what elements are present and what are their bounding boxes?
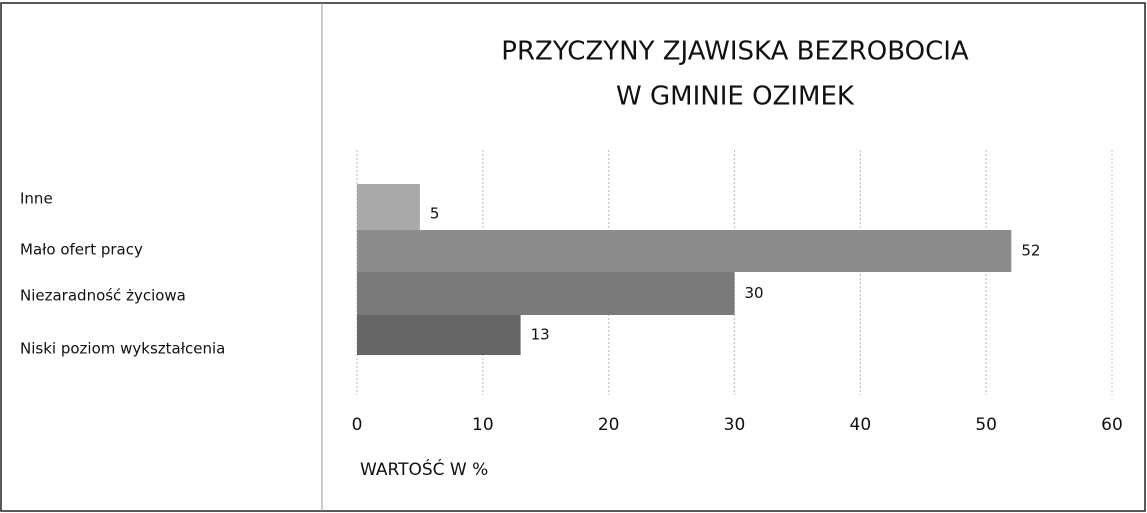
x-tick-label: 10	[472, 415, 494, 435]
x-tick-label: 20	[598, 415, 620, 435]
y-tick-label: Mało ofert pracy	[20, 241, 143, 259]
data-label: 5	[430, 205, 440, 223]
x-axis-label: WARTOŚĆ W %	[360, 458, 488, 480]
y-tick-label: Niezaradność życiowa	[20, 287, 186, 305]
chart-title: PRZYCZYNY ZJAWISKA BEZROBOCIA	[501, 37, 969, 67]
y-tick-label: Inne	[20, 190, 53, 208]
data-label: 52	[1021, 242, 1040, 260]
bar	[357, 230, 1012, 272]
x-tick-label: 50	[975, 415, 997, 435]
bar	[357, 315, 521, 355]
bar	[357, 184, 420, 230]
data-label: 13	[531, 326, 550, 344]
x-tick-label: 40	[850, 415, 872, 435]
x-tick-label: 30	[724, 415, 746, 435]
x-tick-label: 0	[352, 415, 363, 435]
data-label: 30	[745, 284, 764, 302]
y-tick-label: Niski poziom wykształcenia	[20, 340, 225, 358]
bar	[357, 272, 735, 315]
chart-title: W GMINIE OZIMEK	[616, 82, 855, 112]
x-tick-label: 60	[1101, 415, 1123, 435]
